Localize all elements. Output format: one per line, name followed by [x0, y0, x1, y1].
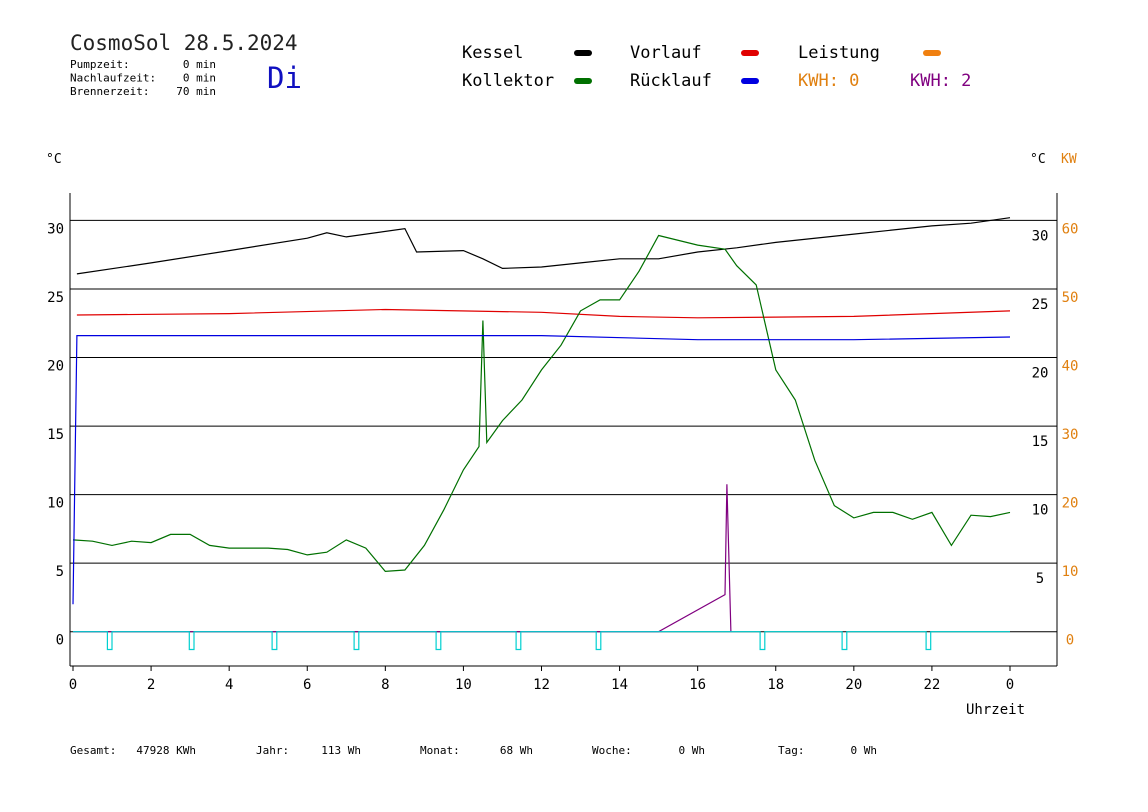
y-tick-label: 10 [47, 496, 64, 512]
y-right-label: °C [1030, 152, 1046, 167]
y-tick-label: 0 [56, 633, 64, 649]
footer-label: Woche: [592, 744, 632, 757]
series-line [72, 335, 1011, 605]
x-tick-label: 10 [455, 677, 472, 693]
y2-tick-label: 60 [1062, 221, 1079, 237]
y-right-tick-label: 5 [1036, 571, 1044, 587]
y-right-tick-label: 30 [1032, 228, 1049, 244]
day: Di [267, 61, 302, 95]
footer-value: 0 Wh [851, 744, 878, 757]
x-tick-label: 18 [767, 677, 784, 693]
info-value: 70 min [176, 85, 216, 98]
y2-tick-label: 40 [1062, 359, 1079, 375]
footer-label: Gesamt: [70, 744, 116, 757]
info-label: Pumpzeit: [70, 58, 130, 71]
y-right-tick-label: 10 [1032, 503, 1049, 519]
title: CosmoSol 28.5.2024 [70, 31, 298, 55]
y-right-tick-label: 20 [1032, 366, 1049, 382]
footer-label: Jahr: [256, 744, 289, 757]
y-tick-label: 15 [47, 427, 64, 443]
y2-axis-label: KW [1061, 152, 1077, 167]
legend-label: Rücklauf [630, 71, 712, 91]
y2-tick-label: 10 [1062, 564, 1079, 580]
x-tick-label: 22 [923, 677, 940, 693]
y-tick-label: 30 [47, 221, 64, 237]
y2-tick-label: 50 [1062, 290, 1079, 306]
footer-label: Tag: [778, 744, 805, 757]
series-line [76, 217, 1011, 275]
series-line [72, 234, 1011, 573]
footer-value: 68 Wh [500, 744, 533, 757]
info-label: Brennerzeit: [70, 85, 149, 98]
series-line [73, 631, 1010, 651]
legend-label: Kessel [462, 43, 523, 63]
x-tick-label: 20 [845, 677, 862, 693]
footer-value: 47928 KWh [136, 744, 196, 757]
x-axis-label: Uhrzeit [966, 702, 1025, 718]
y-axis-label: °C [46, 152, 62, 167]
info-value: 0 min [183, 72, 216, 85]
legend-label: Kollektor [462, 71, 554, 91]
y-tick-label: 20 [47, 359, 64, 375]
x-tick-label: 2 [147, 677, 155, 693]
info-label: Nachlaufzeit: [70, 72, 156, 85]
kwh-label: KWH: 2 [910, 71, 971, 91]
y2-tick-label: 0 [1066, 633, 1074, 649]
footer-value: 0 Wh [679, 744, 706, 757]
legend-label: Leistung [798, 43, 880, 63]
x-tick-label: 4 [225, 677, 233, 693]
x-tick-label: 6 [303, 677, 311, 693]
y2-tick-label: 20 [1062, 496, 1079, 512]
x-tick-label: 12 [533, 677, 550, 693]
y-tick-label: 25 [47, 290, 64, 306]
y-tick-label: 5 [56, 564, 64, 580]
x-tick-label: 16 [689, 677, 706, 693]
y-right-tick-label: 15 [1032, 434, 1049, 450]
footer-label: Monat: [420, 744, 460, 757]
x-tick-label: 14 [611, 677, 628, 693]
info-value: 0 min [183, 58, 216, 71]
series-line [76, 308, 1011, 319]
y-right-tick-label: 25 [1032, 297, 1049, 313]
kwh-label: KWH: 0 [798, 71, 859, 91]
footer-value: 113 Wh [321, 744, 361, 757]
legend-label: Vorlauf [630, 43, 702, 63]
x-tick-label: 0 [69, 677, 77, 693]
x-tick-label: 8 [381, 677, 389, 693]
y2-tick-label: 30 [1062, 427, 1079, 443]
x-tick-label: 0 [1006, 677, 1014, 693]
